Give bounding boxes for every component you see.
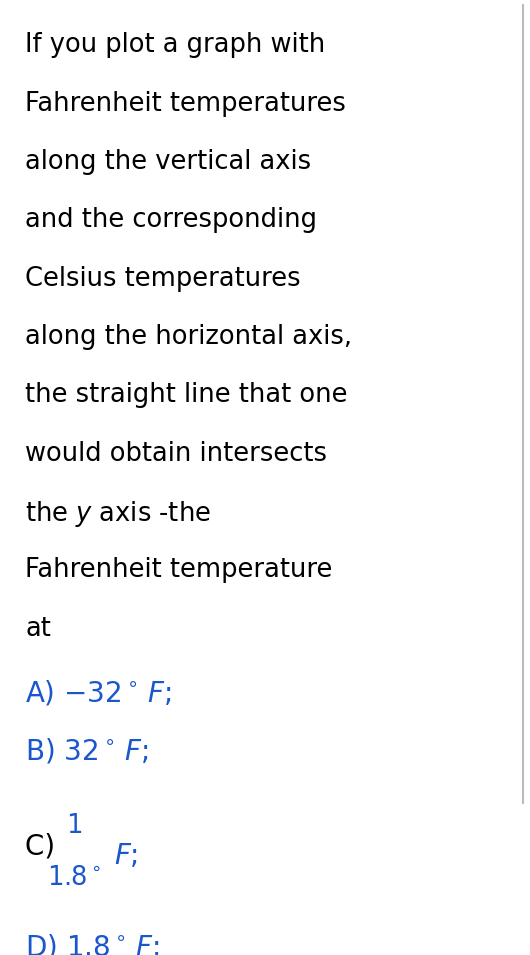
Text: D) $1.8^\circ\,F$;: D) $1.8^\circ\,F$; bbox=[25, 932, 160, 955]
Text: at: at bbox=[25, 616, 51, 642]
Text: B) $32^\circ\,F$;: B) $32^\circ\,F$; bbox=[25, 736, 148, 766]
Text: along the vertical axis: along the vertical axis bbox=[25, 149, 311, 175]
Text: Fahrenheit temperatures: Fahrenheit temperatures bbox=[25, 91, 346, 117]
Text: along the horizontal axis,: along the horizontal axis, bbox=[25, 324, 352, 350]
Text: A) $-32^\circ\,F$;: A) $-32^\circ\,F$; bbox=[25, 678, 172, 708]
Text: would obtain intersects: would obtain intersects bbox=[25, 441, 327, 467]
Text: Celsius temperatures: Celsius temperatures bbox=[25, 265, 301, 291]
Text: and the corresponding: and the corresponding bbox=[25, 207, 317, 233]
Text: If you plot a graph with: If you plot a graph with bbox=[25, 32, 325, 58]
Text: the $\mathit{y}$ axis -the: the $\mathit{y}$ axis -the bbox=[25, 499, 211, 529]
Text: Fahrenheit temperature: Fahrenheit temperature bbox=[25, 558, 332, 584]
Text: the straight line that one: the straight line that one bbox=[25, 382, 348, 409]
Text: C): C) bbox=[25, 833, 64, 860]
Text: 1: 1 bbox=[66, 814, 83, 839]
Text: 1.8$^\circ$: 1.8$^\circ$ bbox=[47, 865, 102, 891]
Text: $F$;: $F$; bbox=[114, 842, 138, 870]
